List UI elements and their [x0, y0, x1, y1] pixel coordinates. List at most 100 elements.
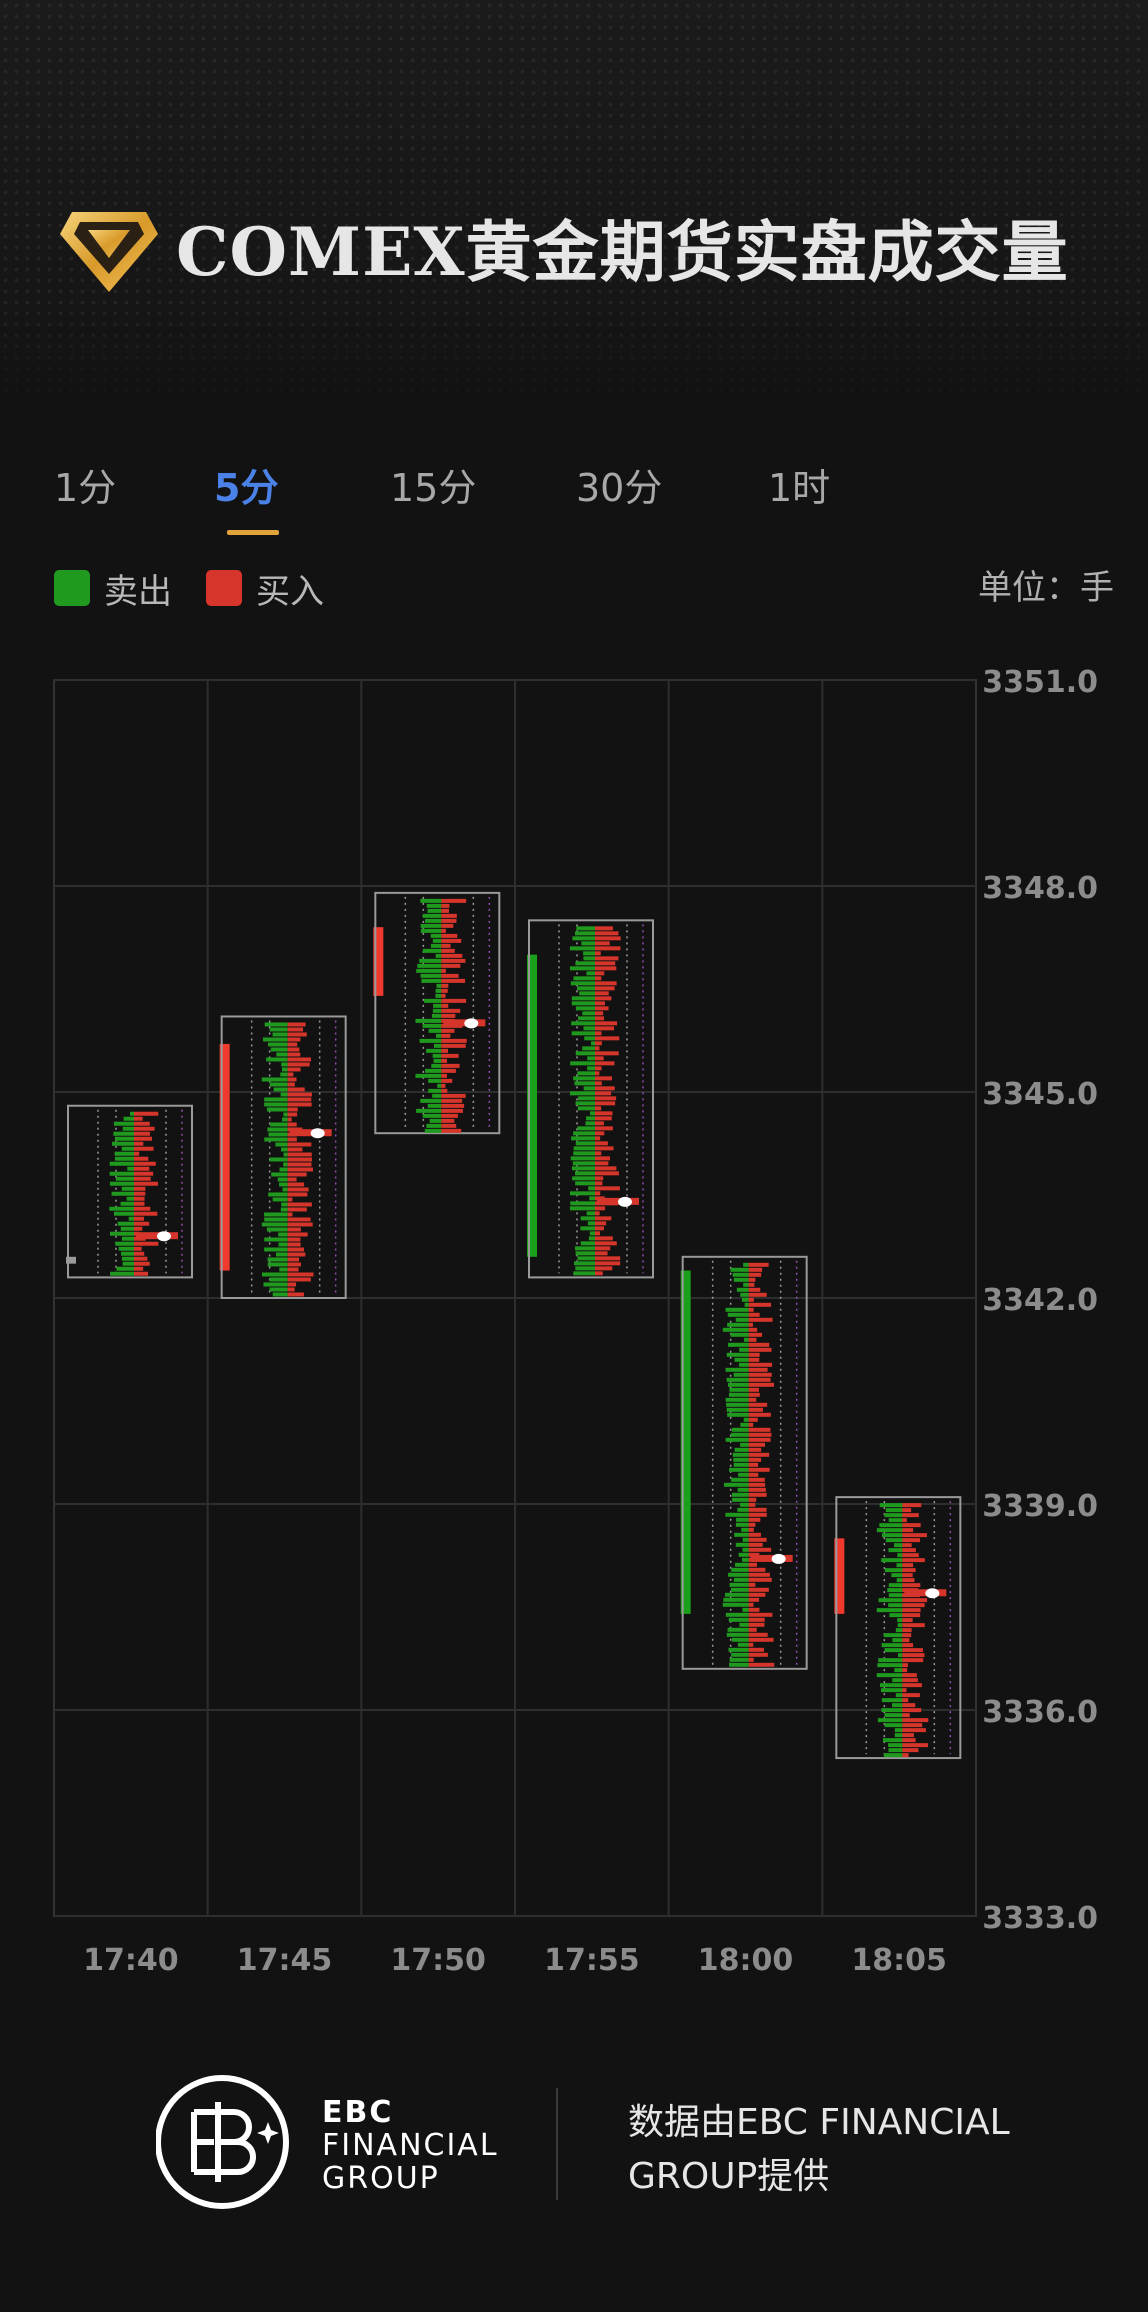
sell-volume-bar — [120, 1201, 134, 1206]
buy-volume-bar — [595, 1206, 606, 1211]
tab-15m[interactable]: 15分 — [390, 466, 477, 510]
buy-volume-bar — [748, 1517, 761, 1522]
profile-box — [835, 1496, 962, 1760]
sell-volume-bar — [888, 1603, 903, 1608]
sell-volume-bar — [264, 1022, 288, 1027]
buy-volume-bar — [134, 1216, 145, 1221]
buy-volume-bar — [748, 1432, 772, 1437]
buy-volume-bar — [748, 1382, 775, 1387]
sell-volume-bar — [897, 1618, 903, 1623]
buy-volume-bar — [134, 1221, 150, 1226]
sell-volume-bar — [577, 1256, 595, 1261]
sell-volume-bar — [275, 1252, 288, 1257]
buy-volume-bar — [902, 1678, 918, 1683]
buy-volume-bar — [134, 1266, 144, 1271]
sell-volume-bar — [723, 1597, 749, 1602]
buy-volume-bar — [595, 986, 615, 991]
buy-volume-bar — [595, 1116, 612, 1121]
sell-volume-bar — [575, 1266, 595, 1271]
tab-5m[interactable]: 5分 — [214, 466, 279, 510]
buy-volume-bar — [287, 1262, 301, 1267]
buy-volume-bar — [748, 1307, 754, 1312]
sell-volume-bar — [262, 1037, 288, 1042]
sell-volume-bar — [722, 1327, 749, 1332]
candle-body — [527, 954, 537, 1257]
sell-volume-bar — [264, 1237, 288, 1242]
buy-volume-bar — [902, 1643, 914, 1648]
tab-30m[interactable]: 30分 — [576, 466, 663, 510]
buy-volume-bar — [441, 988, 448, 993]
buy-volume-bar — [595, 1021, 618, 1026]
sell-volume-bar — [280, 1207, 288, 1212]
buy-volume-bar — [748, 1492, 767, 1497]
poc-bar — [443, 1019, 486, 1027]
buy-volume-bar — [134, 1121, 150, 1126]
buy-volume-bar — [748, 1452, 770, 1457]
buy-volume-bar — [134, 1211, 158, 1216]
buy-volume-bar — [595, 1166, 617, 1171]
sell-volume-bar — [573, 1076, 595, 1081]
buy-volume-bar — [748, 1562, 758, 1567]
buy-volume-bar — [287, 1277, 311, 1282]
sell-volume-bar — [415, 1018, 442, 1023]
buy-volume-bar — [748, 1592, 766, 1597]
buy-volume-bar — [595, 1141, 608, 1146]
buy-volume-bar — [595, 1086, 615, 1091]
buy-volume-bar — [134, 1196, 145, 1201]
sell-volume-bar — [575, 1171, 595, 1176]
tab-1m[interactable]: 1分 — [54, 466, 117, 510]
buy-volume-bar — [748, 1412, 771, 1417]
sell-volume-bar — [728, 1572, 749, 1577]
buy-volume-bar — [748, 1397, 757, 1402]
sell-volume-bar — [575, 961, 595, 966]
sell-volume-bar — [569, 1091, 595, 1096]
sell-volume-bar — [586, 1116, 595, 1121]
buy-volume-bar — [902, 1748, 919, 1753]
sell-volume-bar — [281, 1202, 288, 1207]
buy-volume-bar — [748, 1337, 757, 1342]
sell-volume-bar — [282, 1187, 288, 1192]
credit-line1: 数据由EBC FINANCIAL — [628, 2102, 1010, 2143]
buy-volume-bar — [287, 1037, 301, 1042]
sell-volume-bar — [889, 1613, 903, 1618]
buy-volume-bar — [287, 1267, 299, 1272]
sell-volume-bar — [738, 1552, 749, 1557]
sell-volume-bar — [425, 1068, 442, 1073]
buy-volume-bar — [748, 1422, 754, 1427]
buy-volume-bar — [748, 1327, 758, 1332]
buy-volume-bar — [748, 1387, 759, 1392]
buy-volume-bar — [441, 1128, 462, 1133]
sell-volume-bar — [729, 1387, 749, 1392]
buy-volume-bar — [748, 1662, 775, 1667]
sell-volume-bar — [575, 1141, 595, 1146]
buy-volume-bar — [441, 1093, 466, 1098]
sell-volume-bar — [281, 1117, 288, 1122]
buy-volume-bar — [441, 918, 457, 923]
sell-volume-bar — [739, 1622, 749, 1627]
buy-volume-bar — [441, 1123, 457, 1128]
sell-volume-bar — [580, 1241, 595, 1246]
sell-volume-bar — [121, 1251, 134, 1256]
sell-volume-bar — [419, 958, 442, 963]
sell-volume-bar — [113, 1121, 134, 1126]
buy-volume-bar — [748, 1292, 767, 1297]
tab-1h[interactable]: 1时 — [768, 466, 831, 510]
sell-volume-bar — [574, 931, 595, 936]
sell-volume-bar — [730, 1332, 749, 1337]
buy-volume-bar — [441, 898, 467, 903]
buy-volume-bar — [902, 1663, 908, 1668]
sell-volume-bar — [276, 1052, 288, 1057]
sell-volume-bar — [877, 1663, 903, 1668]
sell-volume-bar — [728, 1647, 749, 1652]
sell-volume-bar — [888, 1583, 903, 1588]
sell-volume-bar — [582, 1011, 595, 1016]
buy-volume-bar — [902, 1598, 928, 1603]
sell-volume-bar — [577, 1071, 595, 1076]
sell-volume-bar — [109, 1206, 134, 1211]
sell-volume-bar — [570, 981, 595, 986]
sell-volume-bar — [729, 1467, 749, 1472]
buy-volume-bar — [902, 1543, 912, 1548]
buy-volume-bar — [595, 1081, 602, 1086]
sell-volume-bar — [280, 1072, 288, 1077]
buy-volume-bar — [902, 1753, 909, 1758]
